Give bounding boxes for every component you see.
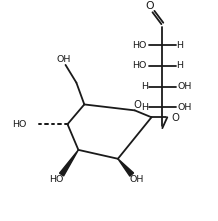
- Text: H: H: [141, 82, 148, 91]
- Text: O: O: [134, 100, 142, 110]
- Text: H: H: [141, 103, 148, 112]
- Text: HO: HO: [133, 41, 147, 50]
- Text: OH: OH: [56, 55, 71, 65]
- Text: O: O: [145, 1, 154, 11]
- Text: OH: OH: [129, 175, 144, 184]
- Text: OH: OH: [178, 82, 192, 91]
- Text: OH: OH: [178, 103, 192, 112]
- Polygon shape: [60, 150, 78, 176]
- Text: H: H: [177, 61, 184, 70]
- Text: HO: HO: [12, 120, 26, 129]
- Text: H: H: [177, 41, 184, 50]
- Text: HO: HO: [133, 61, 147, 70]
- Polygon shape: [118, 159, 134, 176]
- Text: O: O: [171, 113, 179, 123]
- Text: HO: HO: [49, 175, 64, 184]
